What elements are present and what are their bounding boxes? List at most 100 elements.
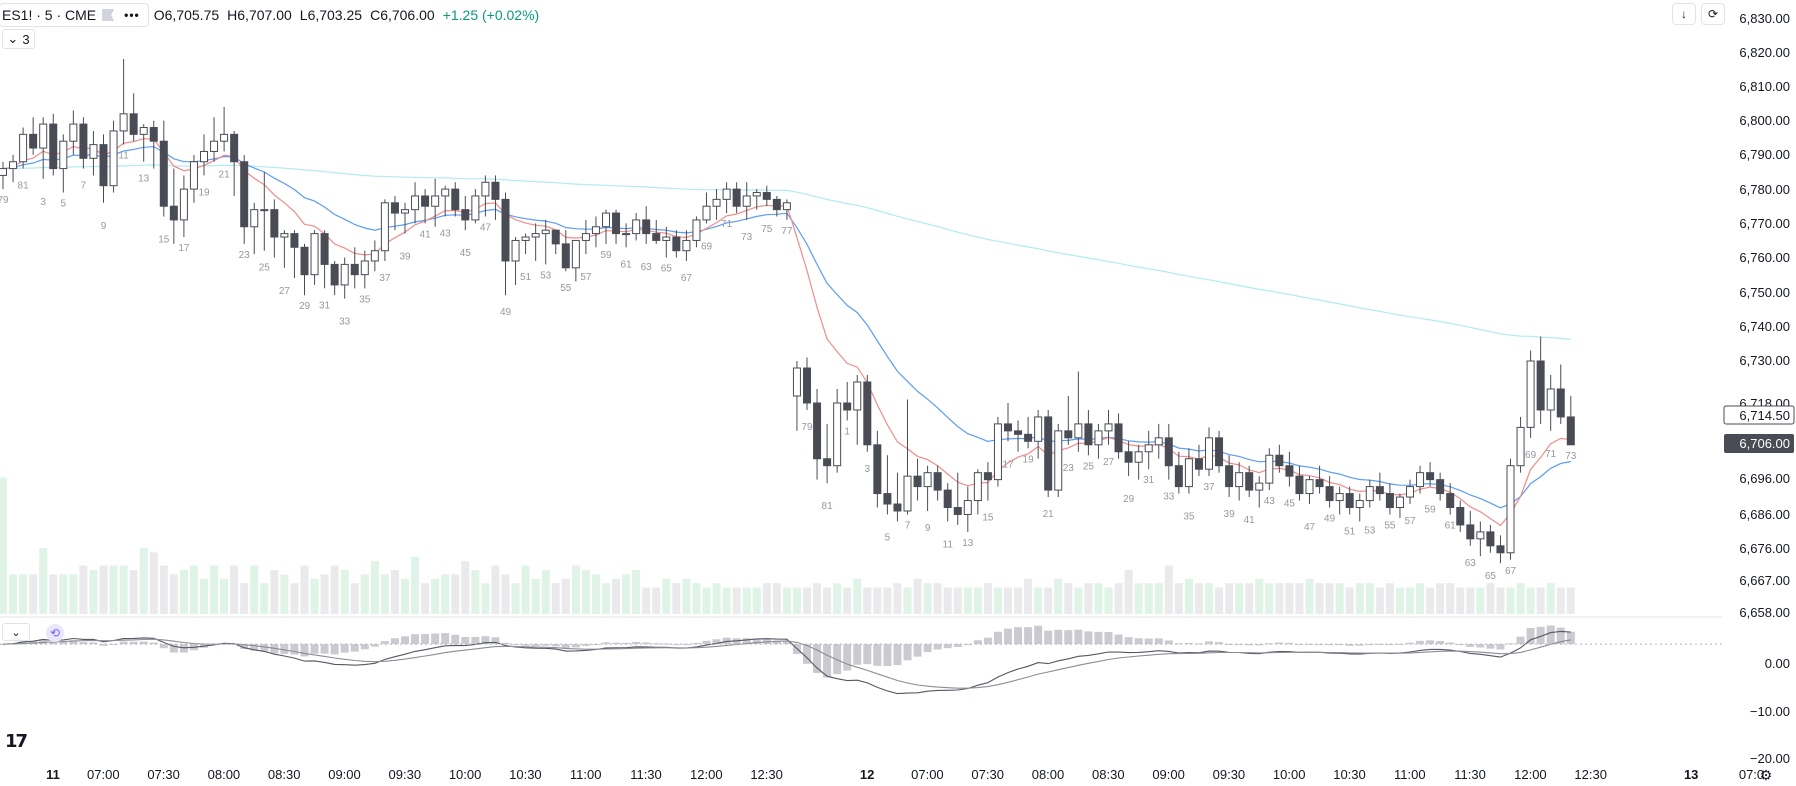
volume-bar <box>1164 565 1173 614</box>
candle-count-label: 55 <box>560 283 572 294</box>
volume-bar <box>491 565 500 614</box>
volume-bar <box>240 583 249 614</box>
tradingview-logo-icon[interactable]: 17 <box>5 731 28 752</box>
volume-bar <box>481 583 490 614</box>
volume-bar <box>511 583 520 614</box>
candle-body <box>1084 423 1093 446</box>
candle-count-label: 31 <box>319 300 331 311</box>
volume-bar <box>1114 583 1123 614</box>
macd-tick-label: −10.00 <box>1750 704 1790 719</box>
candle-body <box>109 130 118 187</box>
volume-bar <box>923 583 932 614</box>
macd-histogram-bar <box>491 637 500 645</box>
volume-bar <box>833 583 842 614</box>
time-tick-label: 10:00 <box>449 767 482 782</box>
price-axis[interactable]: 6,830.00 6,820.00 6,810.00 6,800.00 6,790.00… <box>1722 0 1796 786</box>
macd-histogram-bar <box>1174 643 1183 645</box>
macd-histogram-bar <box>1205 641 1213 645</box>
volume-bar <box>431 578 440 614</box>
macd-histogram-bar <box>1486 644 1495 649</box>
volume-bar <box>1275 583 1284 614</box>
candle-count-label: 79 <box>801 422 813 433</box>
candle-body <box>943 489 952 509</box>
macd-histogram-bar <box>1275 642 1284 645</box>
candle-count-label: 29 <box>1123 494 1135 505</box>
macd-histogram-bar <box>963 644 972 646</box>
volume-bar <box>782 587 791 614</box>
macd-histogram-bar <box>1385 644 1394 646</box>
volume-bar <box>1466 587 1475 614</box>
sync-icon[interactable]: ⟲ <box>46 624 64 642</box>
time-axis[interactable]: 11 07:00 07:30 08:00 08:30 09:00 09:30 10:00 10:… <box>0 764 1764 786</box>
volume-bar <box>772 583 781 614</box>
candle-body <box>29 133 38 149</box>
time-tick-label: 08:00 <box>208 767 241 782</box>
macd-histogram-bar <box>973 640 982 645</box>
indicators-toggle-button[interactable]: ⌄ 3 <box>2 29 35 49</box>
candle-count-label: 69 <box>1525 450 1537 461</box>
candle-count-label: 27 <box>1103 457 1115 468</box>
macd-histogram-bar <box>1556 627 1565 645</box>
flag-icon[interactable] <box>102 9 115 21</box>
open-label: O <box>153 7 165 23</box>
close-label: C <box>370 7 381 23</box>
candle-body <box>1265 454 1274 484</box>
candle-body <box>1446 493 1455 509</box>
macd-histogram-bar <box>240 644 249 649</box>
candle-body <box>1114 423 1123 453</box>
candle-count-label: 37 <box>379 273 391 284</box>
volume-bar <box>672 583 681 614</box>
macd-histogram-bar <box>1466 644 1475 647</box>
volume-bar <box>953 587 962 614</box>
candle-body <box>782 202 791 211</box>
candle-body <box>561 243 570 269</box>
macd-histogram-bar <box>1225 644 1234 646</box>
macd-histogram-bar <box>1325 644 1334 646</box>
candle-body <box>401 209 409 214</box>
volume-bar <box>129 570 138 614</box>
candle-body <box>179 188 188 221</box>
volume-bar <box>451 574 460 614</box>
volume-bar <box>89 570 98 614</box>
macd-histogram-bar <box>179 644 188 653</box>
time-tick-label: 11:30 <box>1454 767 1486 782</box>
price-tick-label: 6,790.00 <box>1739 147 1790 162</box>
volume-bar <box>1104 587 1113 614</box>
macd-histogram-bar <box>411 634 420 645</box>
macd-pane-toggle-button[interactable]: ⌄ <box>2 623 30 641</box>
candle-body <box>1476 531 1485 540</box>
macd-histogram-bar <box>19 641 28 645</box>
candle-body <box>1556 388 1565 418</box>
symbol-title[interactable]: ES1! · 5 · CME <box>2 7 97 23</box>
auto-scale-icon[interactable]: ⟳ <box>1701 3 1725 25</box>
macd-histogram-bar <box>943 644 952 649</box>
last-price-label: 6,706.00 <box>1739 436 1790 451</box>
price-tick-label: 6,676.00 <box>1739 541 1790 556</box>
settings-icon[interactable]: ⚙ <box>1759 766 1773 783</box>
volume-bar <box>210 565 219 614</box>
high-value: H6,707.00 <box>227 7 292 23</box>
candle-count-label: 61 <box>1445 520 1457 531</box>
symbol-box[interactable]: ES1! · 5 · CME ••• <box>0 4 148 26</box>
volume-bar <box>441 574 450 614</box>
more-dots-icon[interactable]: ••• <box>124 8 140 22</box>
candle-body <box>1486 531 1495 547</box>
volume-bar <box>250 565 259 614</box>
time-tick-label: 08:30 <box>1092 767 1125 782</box>
macd-histogram-bar <box>1345 644 1354 646</box>
macd-histogram-bar <box>933 644 942 650</box>
macd-histogram-bar <box>421 634 430 645</box>
macd-histogram-bar <box>370 644 379 647</box>
macd-histogram-bar <box>1184 642 1193 645</box>
candle-body <box>421 195 430 207</box>
candle-count-label: 77 <box>781 226 793 237</box>
volume-bar <box>350 583 359 614</box>
candle-body <box>1345 493 1354 509</box>
candle-count-label: 43 <box>1264 496 1276 507</box>
volume-bar <box>370 561 379 614</box>
volume-bar <box>501 574 510 614</box>
candle-body <box>1014 430 1023 435</box>
time-tick-label: 08:30 <box>268 767 301 782</box>
scroll-down-icon[interactable]: ↓ <box>1672 3 1696 25</box>
